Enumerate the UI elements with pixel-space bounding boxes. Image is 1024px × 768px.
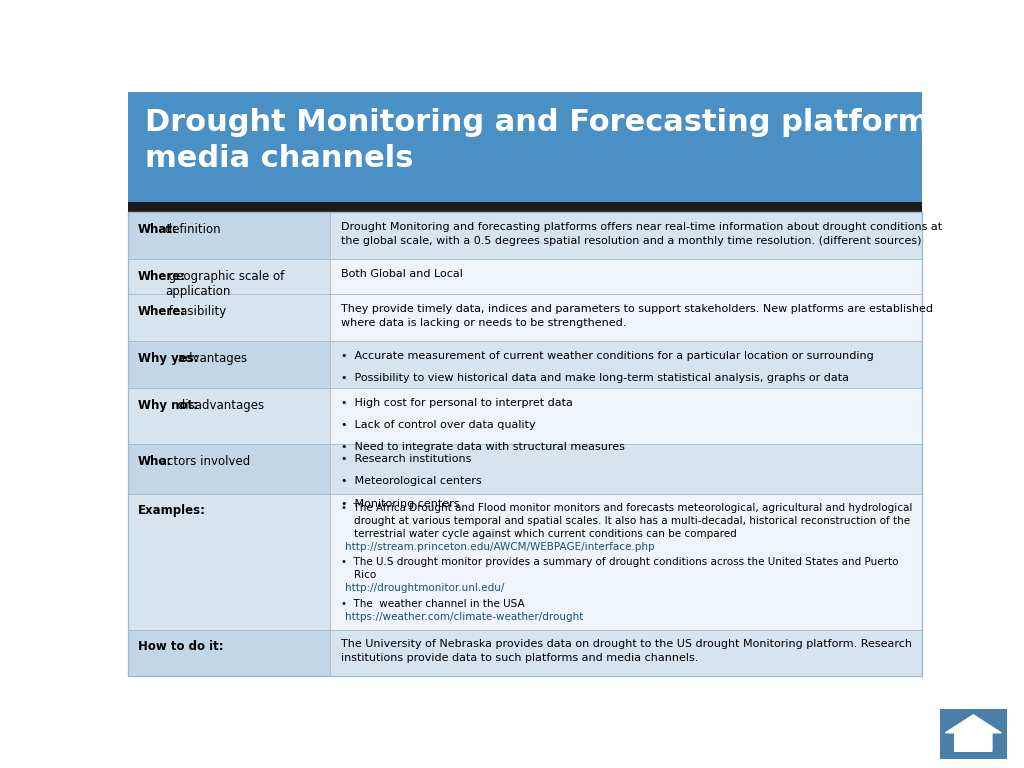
Text: drought at various temporal and spatial scales. It also has a multi-decadal, his: drought at various temporal and spatial … [341, 516, 909, 526]
Text: Where:: Where: [137, 270, 185, 283]
Text: •  The  weather channel in the USA: • The weather channel in the USA [341, 599, 524, 609]
Text: Why yes:: Why yes: [137, 352, 199, 365]
Polygon shape [945, 715, 1001, 751]
Text: http://droughtmonitor.unl.edu/: http://droughtmonitor.unl.edu/ [345, 584, 504, 594]
FancyBboxPatch shape [128, 201, 922, 212]
FancyBboxPatch shape [331, 341, 922, 388]
FancyBboxPatch shape [331, 630, 922, 677]
Text: Why not:: Why not: [137, 399, 198, 412]
FancyBboxPatch shape [128, 259, 331, 294]
Text: https://weather.com/climate-weather/drought: https://weather.com/climate-weather/drou… [345, 612, 583, 622]
FancyBboxPatch shape [128, 212, 331, 259]
FancyBboxPatch shape [331, 212, 922, 259]
Text: Examples:: Examples: [137, 505, 206, 517]
Text: Rico: Rico [341, 571, 376, 581]
FancyBboxPatch shape [331, 259, 922, 294]
Text: Both Global and Local: Both Global and Local [341, 269, 463, 279]
Text: definition: definition [161, 223, 220, 236]
Text: •  Possibility to view historical data and make long-term statistical analysis, : • Possibility to view historical data an… [341, 373, 849, 383]
Text: How to do it:: How to do it: [137, 641, 223, 653]
Text: Where:: Where: [137, 305, 185, 318]
Text: •  Lack of control over data quality: • Lack of control over data quality [341, 420, 536, 430]
Text: Drought Monitoring and forecasting platforms offers near real-time information a: Drought Monitoring and forecasting platf… [341, 222, 942, 246]
FancyBboxPatch shape [331, 494, 922, 630]
Text: •  The Africa Drought and Flood monitor monitors and forecasts meteorological, a: • The Africa Drought and Flood monitor m… [341, 503, 912, 513]
FancyBboxPatch shape [128, 92, 922, 201]
Text: •  Need to integrate data with structural measures: • Need to integrate data with structural… [341, 442, 625, 452]
Text: actors involved: actors involved [156, 455, 250, 468]
Text: geographic scale of
application: geographic scale of application [165, 270, 285, 298]
Text: •  Accurate measurement of current weather conditions for a particular location : • Accurate measurement of current weathe… [341, 351, 873, 361]
FancyBboxPatch shape [331, 388, 922, 445]
Text: What:: What: [137, 223, 177, 236]
FancyBboxPatch shape [128, 445, 331, 494]
FancyBboxPatch shape [128, 341, 331, 388]
FancyBboxPatch shape [128, 294, 331, 341]
Text: The University of Nebraska provides data on drought to the US drought Monitoring: The University of Nebraska provides data… [341, 639, 911, 663]
FancyBboxPatch shape [331, 445, 922, 494]
Text: •  The U.S drought monitor provides a summary of drought conditions across the U: • The U.S drought monitor provides a sum… [341, 558, 898, 568]
Text: disadvantages: disadvantages [174, 399, 264, 412]
Text: •  Meteorological centers: • Meteorological centers [341, 476, 481, 486]
Text: •  Research institutions: • Research institutions [341, 454, 471, 464]
Text: Drought Monitoring and Forecasting platforms-
media channels: Drought Monitoring and Forecasting platf… [145, 108, 961, 174]
FancyBboxPatch shape [128, 630, 331, 677]
Text: http://stream.princeton.edu/AWCM/WEBPAGE/interface.php: http://stream.princeton.edu/AWCM/WEBPAGE… [345, 542, 654, 552]
FancyBboxPatch shape [128, 494, 331, 630]
Text: They provide timely data, indices and parameters to support stakeholders. New pl: They provide timely data, indices and pa… [341, 303, 933, 328]
Text: terrestrial water cycle against which current conditions can be compared: terrestrial water cycle against which cu… [341, 529, 736, 539]
FancyBboxPatch shape [331, 294, 922, 341]
Text: •  Monitoring centers: • Monitoring centers [341, 498, 459, 508]
FancyBboxPatch shape [940, 709, 1007, 759]
Text: feasibility: feasibility [165, 305, 226, 318]
Text: •  High cost for personal to interpret data: • High cost for personal to interpret da… [341, 398, 572, 408]
Text: advantages: advantages [174, 352, 248, 365]
Text: Who:: Who: [137, 455, 172, 468]
FancyBboxPatch shape [128, 388, 331, 445]
